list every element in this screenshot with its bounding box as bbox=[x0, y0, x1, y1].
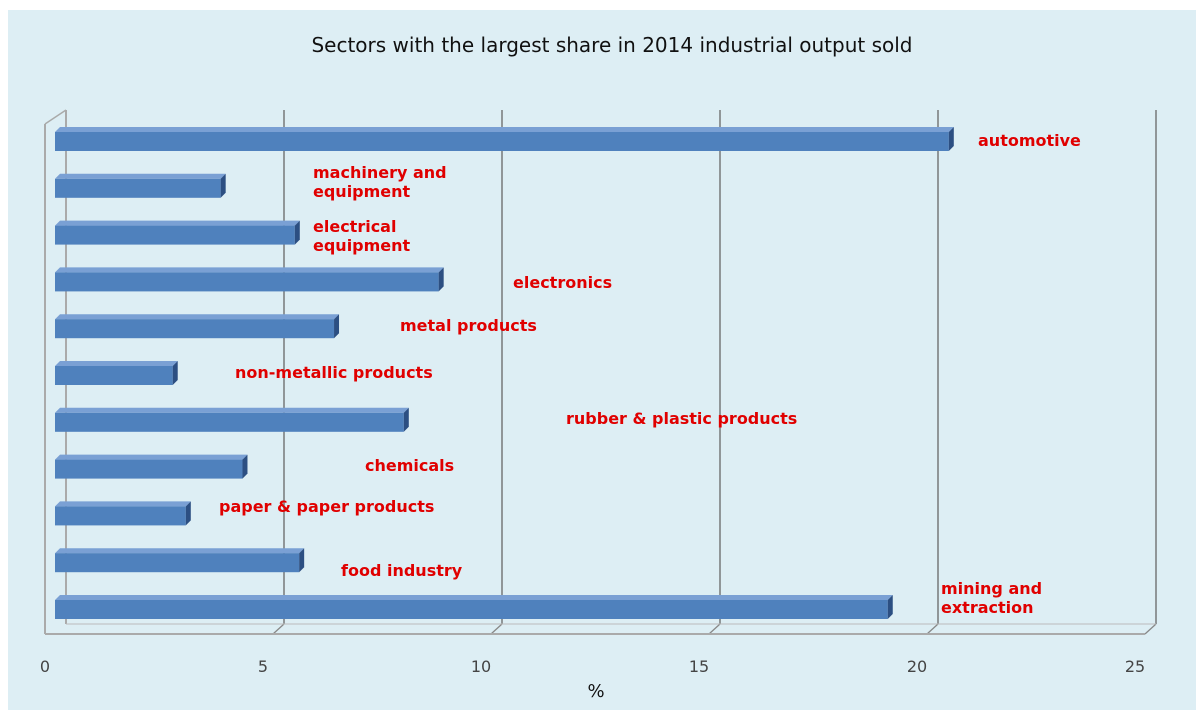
bar-category-label-line: paper & paper products bbox=[219, 497, 434, 516]
bar-end-cap bbox=[334, 314, 340, 339]
bar-top-face bbox=[55, 595, 893, 600]
bar-top-face bbox=[55, 454, 248, 460]
bar bbox=[55, 407, 409, 432]
bar bbox=[55, 127, 954, 151]
bar bbox=[55, 220, 300, 245]
bar-category-label: machinery and equipment bbox=[313, 163, 447, 201]
bar bbox=[55, 173, 226, 198]
bar bbox=[55, 361, 178, 385]
x-tick-label: 25 bbox=[1125, 657, 1145, 676]
gridline-floor bbox=[490, 623, 503, 635]
bar-category-label: rubber & plastic products bbox=[566, 409, 797, 428]
chart-title: Sectors with the largest share in 2014 i… bbox=[311, 33, 912, 57]
x-axis-label: % bbox=[587, 681, 604, 702]
bar-end-cap bbox=[403, 407, 409, 432]
x-tick-label: 0 bbox=[40, 657, 50, 676]
bar-front-face bbox=[55, 132, 949, 151]
bar-category-label: non-metallic products bbox=[235, 363, 433, 382]
bar-front-face bbox=[55, 459, 243, 479]
x-tick-label: 5 bbox=[258, 657, 268, 676]
bar-front-face bbox=[55, 506, 186, 526]
bar-end-cap bbox=[172, 361, 178, 385]
bar-category-label-line: equipment bbox=[313, 236, 411, 255]
bar-front-face bbox=[55, 412, 404, 432]
bar-end-cap bbox=[185, 501, 191, 526]
bar-front-face bbox=[55, 366, 173, 385]
bar-category-label: paper & paper products bbox=[219, 497, 434, 516]
bar-category-label: electrical equipment bbox=[313, 217, 411, 255]
bar-top-face bbox=[55, 548, 305, 554]
bar-top-face bbox=[55, 314, 340, 320]
bar-front-face bbox=[55, 178, 221, 198]
bar-category-label-line: food industry bbox=[341, 561, 463, 580]
bar-front-face bbox=[55, 600, 888, 619]
bar-end-cap bbox=[242, 454, 248, 479]
bar-top-face bbox=[55, 361, 178, 366]
bar-top-face bbox=[55, 220, 300, 226]
bar-end-cap bbox=[220, 173, 226, 198]
bar-top-face bbox=[55, 501, 191, 507]
bar-category-label-line: automotive bbox=[978, 131, 1081, 150]
bar-category-label: automotive bbox=[978, 131, 1081, 150]
bars-layer bbox=[55, 127, 954, 619]
bar-end-cap bbox=[948, 127, 954, 151]
bar-category-label-line: equipment bbox=[313, 182, 411, 201]
gridline-floor bbox=[926, 623, 939, 635]
bar-category-label: food industry bbox=[341, 561, 463, 580]
bar-end-cap bbox=[438, 267, 444, 292]
gridline-floor bbox=[272, 623, 285, 635]
grid-layer bbox=[272, 110, 1157, 635]
bar bbox=[55, 501, 191, 526]
bar-top-face bbox=[55, 173, 226, 179]
bar bbox=[55, 454, 248, 479]
x-tick-label: 10 bbox=[471, 657, 491, 676]
bar-end-cap bbox=[887, 595, 893, 619]
gridline-floor bbox=[708, 623, 721, 635]
bar-top-face bbox=[55, 267, 444, 273]
bar-category-label-line: electronics bbox=[513, 273, 612, 292]
bar-top-face bbox=[55, 127, 954, 132]
bar-category-label: chemicals bbox=[365, 456, 454, 475]
bar-category-label-line: chemicals bbox=[365, 456, 454, 475]
bar bbox=[55, 267, 444, 292]
chart-background bbox=[8, 10, 1196, 710]
bar-category-label-line: metal products bbox=[400, 316, 537, 335]
bar-front-face bbox=[55, 553, 300, 573]
bar-category-label-line: extraction bbox=[941, 598, 1034, 617]
bar-front-face bbox=[55, 272, 439, 292]
bar bbox=[55, 548, 305, 573]
bar-category-label: metal products bbox=[400, 316, 537, 335]
bar-category-label-line: non-metallic products bbox=[235, 363, 433, 382]
gridline-floor bbox=[1144, 623, 1157, 635]
bar-category-label-line: rubber & plastic products bbox=[566, 409, 797, 428]
bar-category-label: mining and extraction bbox=[941, 579, 1042, 617]
bar-end-cap bbox=[299, 548, 305, 573]
bar-front-face bbox=[55, 319, 335, 339]
bar-category-label-line: machinery and bbox=[313, 163, 447, 182]
bar-category-label-line: mining and bbox=[941, 579, 1042, 598]
bar-category-label: electronics bbox=[513, 273, 612, 292]
bar bbox=[55, 595, 893, 619]
bar-end-cap bbox=[294, 220, 300, 245]
x-tick-label: 15 bbox=[689, 657, 709, 676]
side-top-edge bbox=[44, 109, 67, 125]
bar bbox=[55, 314, 340, 339]
x-tick-label: 20 bbox=[907, 657, 927, 676]
bar-top-face bbox=[55, 407, 409, 413]
bar-category-label-line: electrical bbox=[313, 217, 396, 236]
bar-front-face bbox=[55, 225, 295, 245]
x-tick-labels: 0 5 10 15 20 25 bbox=[40, 657, 1145, 676]
